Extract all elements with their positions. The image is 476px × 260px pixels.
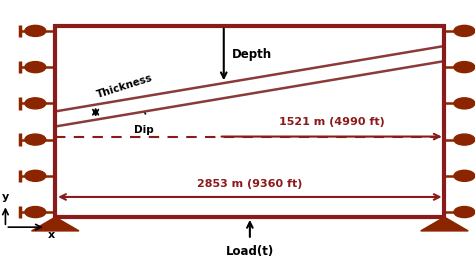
Circle shape — [25, 170, 46, 181]
Circle shape — [25, 25, 46, 36]
Text: Thickness: Thickness — [95, 73, 154, 100]
Text: x: x — [48, 230, 55, 240]
Circle shape — [25, 62, 46, 73]
Circle shape — [454, 134, 475, 145]
Text: 1521 m (4990 ft): 1521 m (4990 ft) — [279, 116, 385, 127]
Circle shape — [25, 134, 46, 145]
Circle shape — [25, 98, 46, 109]
Text: 2853 m (9360 ft): 2853 m (9360 ft) — [197, 179, 303, 189]
Circle shape — [454, 98, 475, 109]
Circle shape — [454, 62, 475, 73]
Circle shape — [454, 25, 475, 36]
Text: y: y — [2, 192, 9, 202]
Text: Load(t): Load(t) — [226, 245, 274, 258]
Polygon shape — [31, 217, 79, 231]
Text: Dip: Dip — [134, 125, 153, 135]
Polygon shape — [421, 217, 468, 231]
Circle shape — [25, 206, 46, 218]
Text: Depth: Depth — [232, 48, 272, 61]
Circle shape — [454, 206, 475, 218]
Circle shape — [454, 170, 475, 181]
